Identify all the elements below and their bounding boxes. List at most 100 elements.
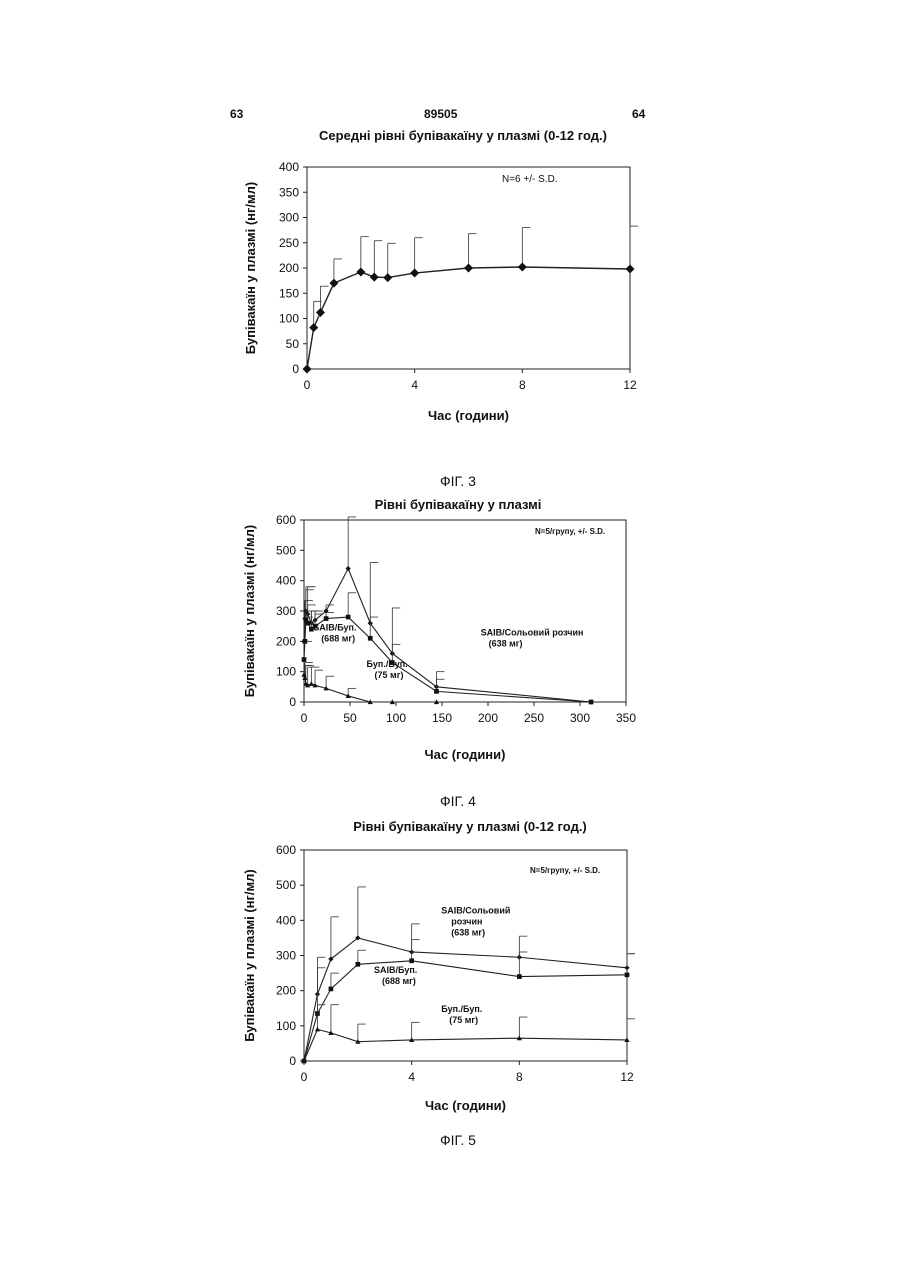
data-point — [315, 1027, 320, 1032]
y-tick-label: 500 — [276, 543, 296, 557]
data-point — [346, 566, 351, 571]
series-label: SAIB/Сольовий — [441, 905, 510, 915]
series-line — [307, 267, 630, 369]
y-tick-label: 200 — [276, 984, 296, 998]
figures-canvas: Середні рівні бупівакаїну у плазмі (0-12… — [0, 0, 900, 1273]
sample-size-annotation: N=5/групу, +/- S.D. — [530, 866, 600, 875]
y-tick-label: 50 — [286, 337, 300, 351]
series-label: SAIB/Буп. — [313, 623, 356, 633]
data-point — [368, 636, 373, 641]
data-point — [370, 273, 379, 282]
data-point — [589, 700, 594, 705]
y-tick-label: 100 — [276, 1019, 296, 1033]
y-tick-label: 600 — [276, 843, 296, 857]
series-label: розчин — [451, 916, 482, 926]
data-point — [625, 973, 630, 978]
y-axis-label: Бупівакаїн у плазмі (нг/мл) — [243, 182, 258, 355]
y-tick-label: 200 — [279, 261, 299, 275]
y-tick-label: 0 — [289, 695, 296, 709]
data-point — [329, 987, 334, 992]
series-line — [304, 938, 627, 1061]
series-diamond — [303, 226, 639, 373]
y-tick-label: 0 — [289, 1054, 296, 1068]
data-point — [302, 657, 307, 662]
x-tick-label: 250 — [524, 711, 544, 725]
y-tick-label: 400 — [276, 913, 296, 927]
x-axis-label: Час (години) — [428, 408, 509, 423]
sample-size-annotation: N=6 +/- S.D. — [502, 174, 558, 185]
y-tick-label: 150 — [279, 286, 299, 300]
data-point — [303, 639, 308, 644]
data-point — [626, 265, 635, 274]
y-tick-label: 200 — [276, 634, 296, 648]
y-tick-label: 250 — [279, 236, 299, 250]
data-point — [309, 323, 318, 332]
x-tick-label: 0 — [301, 1070, 308, 1084]
data-point — [346, 615, 351, 620]
series-label: Буп./Буп. — [367, 659, 408, 669]
chart-title: Рівні бупівакаїну у плазмі — [375, 497, 542, 512]
y-axis-label: Бупівакаїн у плазмі (нг/мл) — [242, 525, 257, 698]
y-tick-label: 0 — [292, 362, 299, 376]
series-label: (75 мг) — [449, 1015, 478, 1025]
series-square — [302, 940, 635, 1064]
sample-size-annotation: N=5/групу, +/- S.D. — [535, 527, 605, 536]
x-tick-label: 12 — [623, 378, 637, 392]
series-diamond — [301, 517, 593, 705]
series-line — [304, 1029, 627, 1061]
y-tick-label: 350 — [279, 185, 299, 199]
x-tick-label: 300 — [570, 711, 590, 725]
x-tick-label: 50 — [343, 711, 357, 725]
y-tick-label: 400 — [276, 574, 296, 588]
y-tick-label: 500 — [276, 878, 296, 892]
series-label: (75 мг) — [375, 670, 404, 680]
chart-5: Рівні бупівакаїну у плазмі (0-12 год.) 0 1… — [242, 819, 635, 1148]
y-tick-label: 600 — [276, 513, 296, 527]
x-axis-label: Час (години) — [425, 1098, 506, 1113]
plot-frame — [304, 850, 627, 1061]
y-tick-label: 300 — [276, 604, 296, 618]
data-point — [464, 264, 473, 273]
x-tick-label: 0 — [304, 378, 311, 392]
x-tick-label: 8 — [519, 378, 526, 392]
series-label: SAIB/Сольовий розчин — [481, 627, 584, 637]
series-label: (688 мг) — [382, 976, 416, 986]
y-tick-label: 100 — [279, 312, 299, 326]
x-tick-label: 350 — [616, 711, 636, 725]
y-tick-label: 400 — [279, 160, 299, 174]
figure-caption: ФІГ. 3 — [440, 473, 476, 489]
x-axis-label: Час (години) — [425, 747, 506, 762]
data-point — [324, 616, 329, 621]
chart-4: Рівні бупівакаїну у плазмі 0 100 200 300 400 5… — [242, 497, 636, 809]
x-tick-label: 0 — [301, 711, 308, 725]
data-point — [329, 279, 338, 288]
series-label: (688 мг) — [321, 634, 355, 644]
data-point — [383, 273, 392, 282]
y-tick-label: 300 — [279, 211, 299, 225]
data-point — [355, 962, 360, 967]
data-point — [305, 621, 310, 626]
x-tick-label: 12 — [620, 1070, 634, 1084]
data-point — [517, 974, 522, 979]
data-point — [410, 269, 419, 278]
x-tick-label: 150 — [432, 711, 452, 725]
data-point — [316, 308, 325, 317]
series-label: (638 мг) — [451, 927, 485, 937]
chart-title: Рівні бупівакаїну у плазмі (0-12 год.) — [353, 819, 587, 834]
data-point — [409, 958, 414, 963]
data-point — [303, 365, 312, 374]
data-point — [309, 681, 314, 686]
x-tick-label: 4 — [411, 378, 418, 392]
y-tick-label: 300 — [276, 949, 296, 963]
x-tick-label: 100 — [386, 711, 406, 725]
chart-title: Середні рівні бупівакаїну у плазмі (0-12… — [319, 128, 607, 143]
x-tick-label: 8 — [516, 1070, 523, 1084]
figure-caption: ФІГ. 5 — [440, 1132, 476, 1148]
x-tick-label: 200 — [478, 711, 498, 725]
data-point — [356, 268, 365, 277]
series-square — [302, 590, 594, 705]
y-axis-label: Бупівакаїн у плазмі (нг/мл) — [242, 869, 257, 1042]
data-point — [434, 689, 439, 694]
series-label: (638 мг) — [489, 638, 523, 648]
data-point — [518, 262, 527, 271]
